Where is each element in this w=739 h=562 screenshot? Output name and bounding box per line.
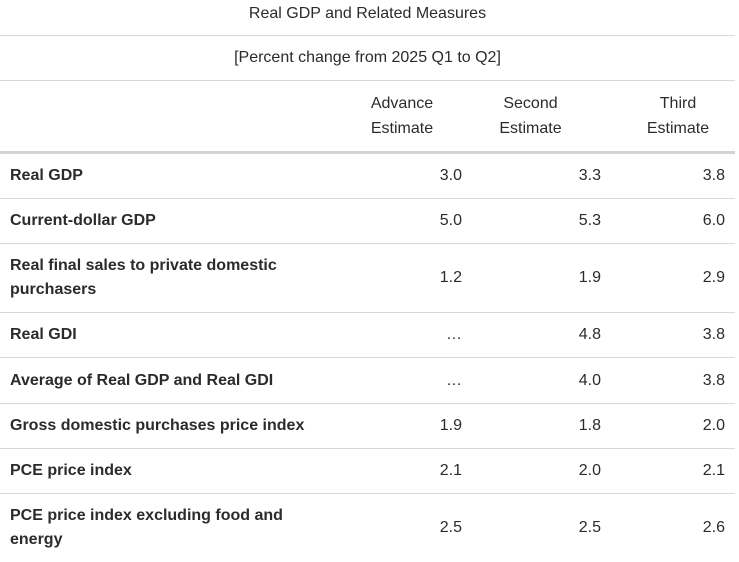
- second-value: 5.3: [470, 199, 607, 244]
- header-third-line1: Third: [660, 95, 696, 112]
- table-title: Real GDP and Related Measures: [249, 5, 486, 23]
- table-row: Average of Real GDP and Real GDI … 4.0 3…: [0, 358, 735, 404]
- table-row: PCE price index excluding food and energ…: [0, 494, 735, 562]
- header-advance-line2: Estimate: [371, 120, 433, 137]
- row-label-text: PCE price index excluding food and energ…: [10, 504, 290, 552]
- table-subtitle: [Percent change from 2025 Q1 to Q2]: [234, 49, 501, 67]
- table-row: Real GDP 3.0 3.3 3.8: [0, 153, 735, 199]
- third-value: 2.9: [607, 244, 735, 313]
- second-value: 2.5: [470, 494, 607, 562]
- header-second-estimate: Second Estimate: [470, 81, 607, 153]
- header-third-estimate: Third Estimate: [607, 81, 735, 153]
- gdp-estimates-table: Advance Estimate Second Estimate Third E…: [0, 81, 735, 562]
- row-label: PCE price index: [0, 449, 340, 494]
- third-value: 2.1: [607, 449, 735, 494]
- third-value: 3.8: [607, 313, 735, 358]
- row-label: Gross domestic purchases price index: [0, 404, 340, 449]
- row-label: Real GDI: [0, 313, 340, 358]
- table-title-row: Real GDP and Related Measures: [0, 0, 735, 36]
- table-row: Current-dollar GDP 5.0 5.3 6.0: [0, 199, 735, 244]
- advance-value: 2.1: [340, 449, 470, 494]
- header-second-line2: Estimate: [499, 120, 561, 137]
- second-value: 2.0: [470, 449, 607, 494]
- row-label: Current-dollar GDP: [0, 199, 340, 244]
- advance-value: …: [340, 313, 470, 358]
- table-row: Real GDI … 4.8 3.8: [0, 313, 735, 358]
- row-label-text: Real final sales to private domestic pur…: [10, 254, 280, 302]
- second-value: 1.9: [470, 244, 607, 313]
- advance-value: 3.0: [340, 153, 470, 199]
- third-value: 6.0: [607, 199, 735, 244]
- second-value: 4.0: [470, 358, 607, 404]
- row-label: PCE price index excluding food and energ…: [0, 494, 340, 562]
- header-second-line1: Second: [503, 95, 557, 112]
- table-row: Real final sales to private domestic pur…: [0, 244, 735, 313]
- header-advance-estimate: Advance Estimate: [340, 81, 470, 153]
- header-label-cell: [0, 81, 340, 153]
- row-label: Real final sales to private domestic pur…: [0, 244, 340, 313]
- row-label: Real GDP: [0, 153, 340, 199]
- advance-value: 1.2: [340, 244, 470, 313]
- third-value: 3.8: [607, 153, 735, 199]
- table-subtitle-row: [Percent change from 2025 Q1 to Q2]: [0, 36, 735, 81]
- advance-value: …: [340, 358, 470, 404]
- second-value: 1.8: [470, 404, 607, 449]
- second-value: 4.8: [470, 313, 607, 358]
- row-label: Average of Real GDP and Real GDI: [0, 358, 340, 404]
- table-header-row: Advance Estimate Second Estimate Third E…: [0, 81, 735, 153]
- third-value: 2.0: [607, 404, 735, 449]
- third-value: 3.8: [607, 358, 735, 404]
- third-value: 2.6: [607, 494, 735, 562]
- table-row: Gross domestic purchases price index 1.9…: [0, 404, 735, 449]
- advance-value: 5.0: [340, 199, 470, 244]
- advance-value: 2.5: [340, 494, 470, 562]
- advance-value: 1.9: [340, 404, 470, 449]
- header-advance-line1: Advance: [371, 95, 433, 112]
- header-third-line2: Estimate: [647, 120, 709, 137]
- second-value: 3.3: [470, 153, 607, 199]
- table-row: PCE price index 2.1 2.0 2.1: [0, 449, 735, 494]
